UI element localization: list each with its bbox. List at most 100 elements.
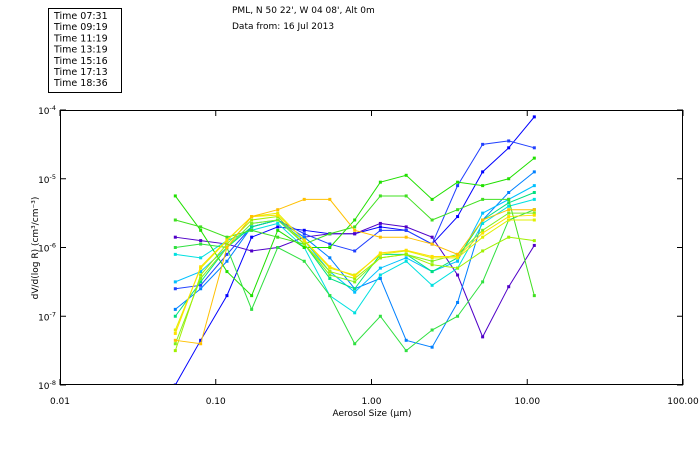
- data-point: [507, 139, 511, 143]
- data-point: [250, 307, 254, 311]
- data-point: [532, 170, 536, 174]
- series-line: [175, 222, 535, 339]
- data-point: [507, 177, 511, 181]
- data-point: [328, 232, 332, 236]
- data-point: [276, 246, 280, 249]
- data-point: [404, 225, 408, 229]
- data-point: [532, 213, 536, 217]
- data-point: [225, 242, 229, 246]
- data-point: [173, 280, 177, 284]
- data-point: [378, 228, 382, 232]
- data-point: [328, 197, 332, 201]
- data-point: [328, 246, 332, 249]
- data-point: [276, 208, 280, 212]
- data-point: [302, 235, 306, 239]
- data-point: [430, 259, 434, 263]
- data-point: [199, 242, 203, 246]
- data-point: [173, 331, 177, 335]
- data-point: [302, 197, 306, 201]
- data-point: [481, 249, 485, 253]
- data-point: [507, 191, 511, 194]
- data-point: [532, 243, 536, 247]
- data-series: [173, 197, 536, 346]
- data-point: [199, 273, 203, 277]
- data-point: [199, 239, 203, 243]
- data-point: [199, 283, 203, 287]
- data-point: [328, 242, 332, 246]
- data-point: [456, 208, 460, 212]
- data-point: [481, 228, 485, 232]
- data-point: [532, 211, 536, 215]
- data-point: [353, 342, 357, 346]
- data-point: [276, 235, 280, 239]
- data-point: [430, 270, 434, 274]
- x-tick-label: 0.01: [50, 397, 70, 407]
- data-point: [507, 197, 511, 201]
- data-point: [276, 211, 280, 215]
- data-point: [430, 218, 434, 222]
- data-point: [173, 218, 177, 222]
- data-point: [404, 228, 408, 232]
- data-point: [456, 301, 460, 304]
- data-point: [532, 218, 536, 222]
- data-point: [199, 287, 203, 291]
- data-point: [173, 338, 177, 342]
- legend-entry: Time 18:36: [53, 78, 108, 89]
- data-point: [250, 228, 254, 232]
- y-tick-exponent: -4: [50, 104, 56, 112]
- data-point: [456, 254, 460, 258]
- chart-subtitle-date: Data from: 16 Jul 2013: [232, 22, 334, 32]
- data-point: [276, 225, 280, 229]
- data-point: [225, 238, 229, 242]
- data-point: [378, 251, 382, 255]
- data-point: [481, 184, 485, 188]
- data-point: [456, 259, 460, 263]
- data-point: [302, 232, 306, 236]
- data-point: [173, 342, 177, 346]
- data-point: [378, 266, 382, 270]
- data-point: [353, 290, 357, 294]
- data-point: [507, 211, 511, 215]
- data-point: [404, 194, 408, 198]
- data-point: [430, 254, 434, 258]
- data-series: [173, 139, 536, 291]
- data-point: [456, 273, 460, 277]
- data-point: [173, 235, 177, 239]
- y-tick-exponent: -5: [50, 173, 56, 181]
- data-point: [378, 221, 382, 225]
- data-point: [456, 180, 460, 184]
- data-point: [353, 311, 357, 315]
- data-point: [250, 218, 254, 222]
- data-point: [199, 270, 203, 274]
- data-point: [378, 314, 382, 318]
- data-point: [507, 204, 511, 208]
- data-point: [328, 256, 332, 260]
- data-point: [456, 215, 460, 219]
- data-point: [276, 218, 280, 222]
- data-point: [302, 238, 306, 242]
- data-point: [430, 345, 434, 349]
- legend-entry: Time 07:31: [53, 11, 108, 22]
- data-point: [328, 265, 332, 269]
- data-point: [481, 218, 485, 222]
- data-point: [456, 252, 460, 256]
- data-point: [532, 184, 536, 188]
- data-point: [481, 335, 485, 339]
- data-point: [481, 170, 485, 174]
- data-point: [250, 249, 254, 253]
- x-axis-label: Aerosol Size (µm): [333, 409, 412, 419]
- data-point: [225, 252, 229, 256]
- data-point: [507, 215, 511, 219]
- data-series-group: [173, 115, 536, 385]
- data-point: [404, 252, 408, 256]
- y-tick-exponent: -7: [50, 310, 56, 318]
- data-point: [430, 242, 434, 246]
- data-point: [173, 314, 177, 318]
- data-point: [199, 265, 203, 269]
- data-point: [199, 276, 203, 280]
- data-point: [532, 208, 536, 212]
- data-point: [302, 242, 306, 246]
- data-point: [173, 328, 177, 332]
